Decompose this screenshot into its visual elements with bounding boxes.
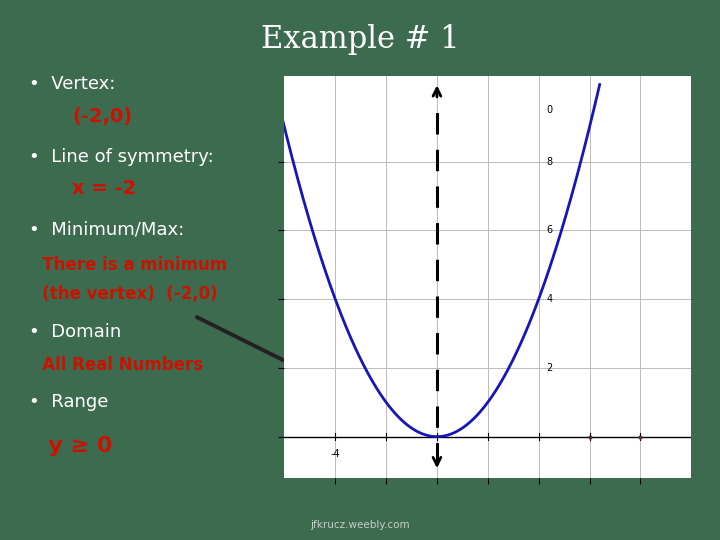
Text: (-2,0): (-2,0)	[72, 106, 132, 126]
Text: jfkrucz.weebly.com: jfkrucz.weebly.com	[310, 520, 410, 530]
Text: There is a minimum: There is a minimum	[25, 255, 228, 274]
Text: •  Range: • Range	[29, 393, 108, 411]
Text: 4: 4	[546, 294, 552, 304]
Text: (the vertex)  (-2,0): (the vertex) (-2,0)	[25, 285, 218, 303]
Text: 2: 2	[546, 363, 552, 373]
Text: 6: 6	[546, 225, 552, 235]
Text: 0: 0	[546, 105, 552, 115]
Text: •  Line of symmetry:: • Line of symmetry:	[29, 147, 214, 166]
Text: •  Minimum/Max:: • Minimum/Max:	[29, 220, 184, 239]
Text: 8: 8	[546, 157, 552, 166]
Text: -4: -4	[330, 449, 340, 458]
Text: Example # 1: Example # 1	[261, 24, 459, 55]
Text: y ≥ 0: y ≥ 0	[25, 435, 113, 456]
Text: •  Vertex:: • Vertex:	[29, 75, 115, 93]
Text: All Real Numbers: All Real Numbers	[25, 355, 203, 374]
Text: •  Domain: • Domain	[29, 323, 121, 341]
Text: x = -2: x = -2	[72, 179, 136, 199]
